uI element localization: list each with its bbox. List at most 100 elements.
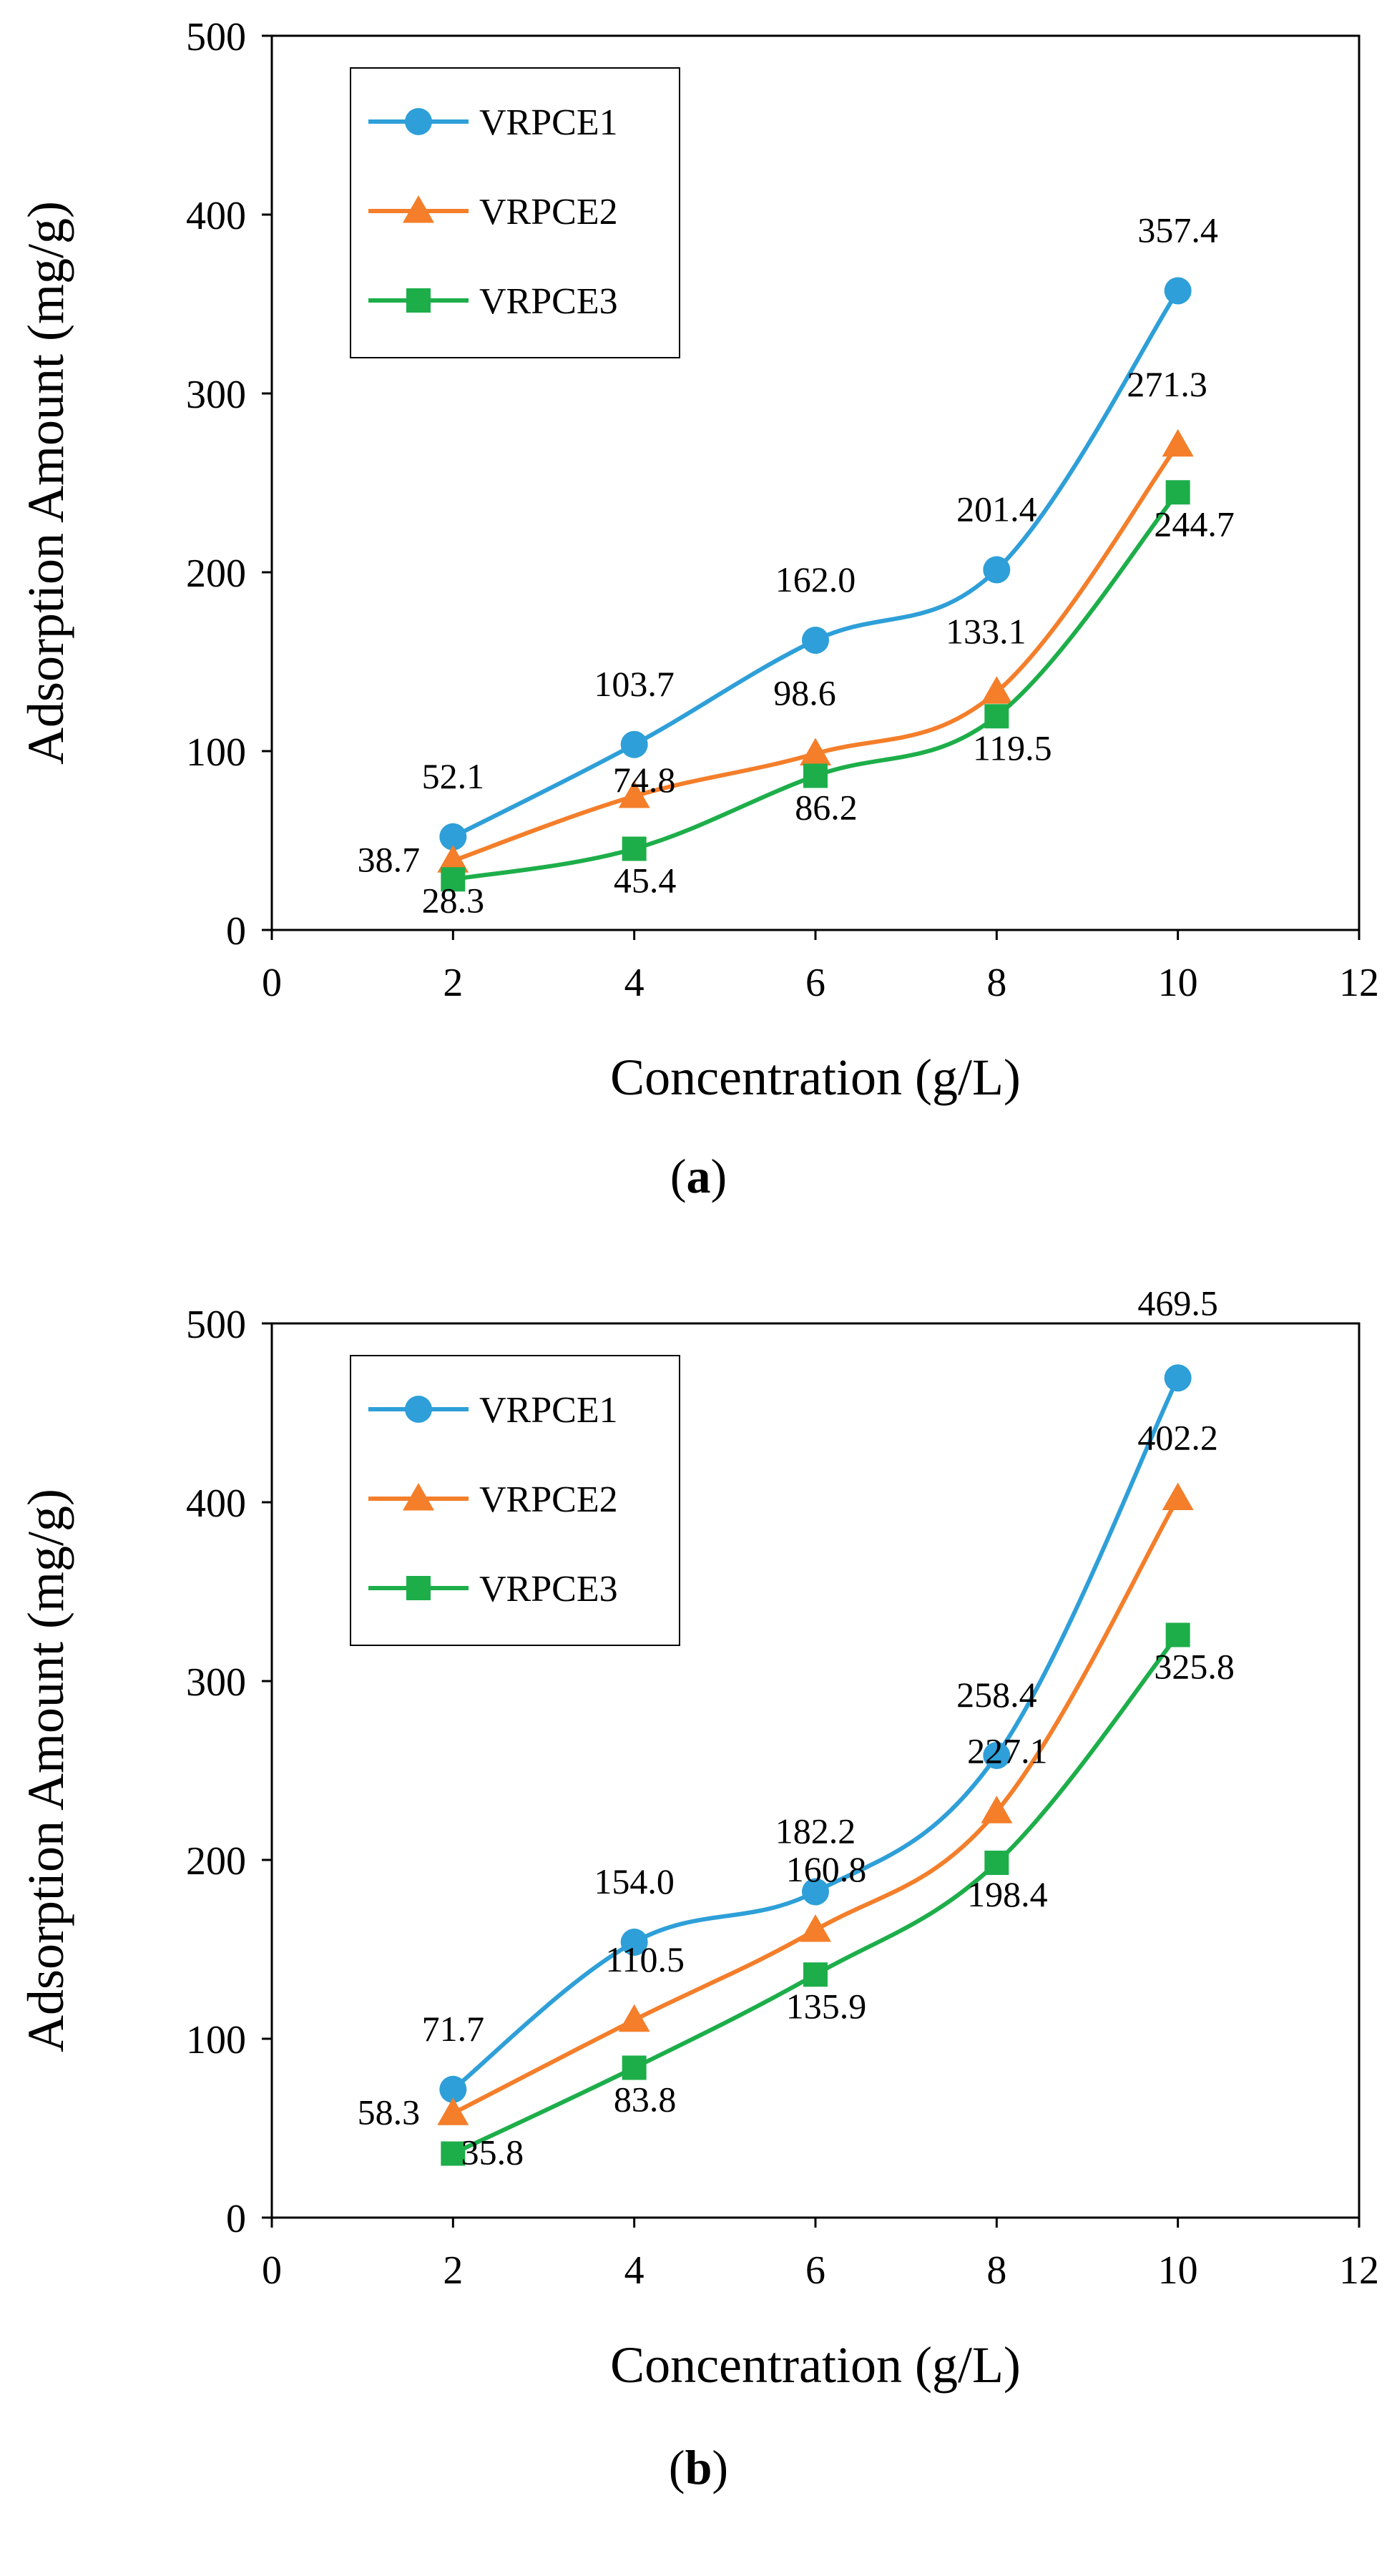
data-point-VRPCE3 [1165, 480, 1190, 505]
y-tick-label: 500 [186, 1303, 246, 1347]
data-label-VRPCE2: 271.3 [1127, 364, 1207, 404]
data-label-VRPCE1: 103.7 [594, 664, 675, 704]
legend-marker-VRPCE1 [405, 108, 432, 135]
y-tick-label: 200 [186, 552, 246, 596]
series-VRPCE1 [439, 277, 1192, 851]
data-label-VRPCE1: 258.4 [956, 1675, 1037, 1715]
data-point-VRPCE1 [1164, 277, 1192, 305]
data-label-VRPCE1: 162.0 [775, 559, 856, 599]
data-label-VRPCE2: 98.6 [773, 673, 836, 713]
data-label-VRPCE3: 135.9 [786, 1986, 867, 2026]
data-point-VRPCE2 [618, 2004, 650, 2032]
data-label-VRPCE2: 110.5 [605, 1939, 685, 1979]
data-point-VRPCE1 [802, 627, 829, 654]
data-point-VRPCE2 [1162, 1482, 1194, 1510]
x-tick-label: 8 [986, 961, 1006, 1005]
data-point-VRPCE2 [800, 1914, 831, 1942]
data-label-VRPCE1: 52.1 [422, 756, 485, 796]
data-point-VRPCE1 [1164, 1364, 1192, 1392]
chart-a: 0 100 200 300 400 500 0 2 4 6 8 10 12 Concentration (… [17, 15, 1379, 1106]
x-tick-label: 0 [262, 961, 282, 1005]
series-line-VRPCE1 [451, 1376, 1180, 2092]
y-tick-label: 300 [186, 373, 246, 417]
data-label-VRPCE2: 74.8 [613, 760, 676, 800]
x-tick-label: 10 [1158, 961, 1198, 1005]
series-line-VRPCE2 [451, 1497, 1180, 2115]
x-tick-label: 4 [624, 2248, 644, 2293]
data-point-VRPCE2 [981, 1796, 1013, 1823]
data-label-VRPCE2: 38.7 [358, 839, 421, 879]
y-tick-label: 100 [186, 2018, 246, 2062]
legend-label-VRPCE3: VRPCE3 [479, 1569, 618, 1610]
chart-b: 0 100 200 300 400 500 0 2 4 6 8 10 12 Concentration (… [17, 1288, 1379, 2394]
data-label-VRPCE3: 86.2 [795, 788, 858, 828]
data-point-VRPCE2 [618, 780, 650, 808]
x-tick-label: 6 [805, 961, 825, 1005]
series-line-VRPCE2 [452, 443, 1180, 863]
y-tick-label: 300 [186, 1660, 246, 1705]
x-tick-label: 4 [624, 961, 644, 1005]
x-tick-label: 8 [986, 2248, 1006, 2293]
data-point-VRPCE3 [803, 763, 828, 788]
data-label-VRPCE1: 201.4 [956, 489, 1037, 529]
data-label-VRPCE1: 154.0 [594, 1861, 675, 1901]
data-point-VRPCE2 [1162, 428, 1194, 457]
legend-marker-VRPCE3 [406, 1576, 431, 1600]
data-label-VRPCE2: 227.1 [967, 1730, 1048, 1771]
x-tick-label: 6 [805, 2248, 825, 2293]
x-axis-title: Concentration (g/L) [610, 1049, 1021, 1106]
legend-label-VRPCE2: VRPCE2 [479, 1479, 618, 1520]
data-point-VRPCE1 [439, 2075, 467, 2103]
x-tick-label: 2 [443, 2248, 463, 2293]
data-label-VRPCE1: 357.4 [1137, 210, 1218, 250]
y-tick-label: 0 [226, 2197, 246, 2241]
data-point-VRPCE1 [802, 1878, 829, 1906]
data-label-VRPCE2: 160.8 [786, 1849, 867, 1889]
x-tick-label: 12 [1339, 961, 1379, 1005]
series-line-VRPCE3 [452, 1633, 1180, 2156]
data-point-VRPCE2 [437, 2097, 469, 2125]
y-tick-label: 200 [186, 1839, 246, 1884]
data-point-VRPCE2 [437, 845, 469, 873]
x-axis-title: Concentration (g/L) [610, 2336, 1021, 2394]
series-VRPCE3 [441, 480, 1190, 892]
series-VRPCE3 [441, 1622, 1190, 2166]
x-tick-label: 2 [443, 961, 463, 1005]
y-axis-title: Adsorption Amount (mg/g) [17, 1489, 74, 2052]
series-VRPCE1 [439, 1364, 1192, 2103]
data-label-VRPCE2: 133.1 [946, 611, 1026, 651]
data-point-VRPCE2 [800, 738, 831, 765]
y-tick-label: 0 [226, 909, 246, 954]
data-label-VRPCE2: 402.2 [1137, 1418, 1218, 1458]
legend-marker-VRPCE3 [406, 288, 431, 313]
data-point-VRPCE1 [983, 556, 1011, 584]
data-label-VRPCE1: 469.5 [1137, 1288, 1218, 1323]
data-label-VRPCE3: 198.4 [967, 1874, 1048, 1914]
data-point-VRPCE3 [1165, 1622, 1190, 1647]
data-label-VRPCE1: 71.7 [422, 2009, 485, 2049]
legend: VRPCE1 VRPCE2 VRPCE3 [350, 1355, 680, 1646]
data-label-VRPCE3: 45.4 [614, 861, 677, 901]
data-label-VRPCE1: 182.2 [775, 1811, 856, 1851]
data-label-VRPCE3: 35.8 [461, 2132, 524, 2173]
series-line-VRPCE1 [451, 289, 1180, 839]
data-label-VRPCE3: 244.7 [1154, 504, 1235, 544]
legend-label-VRPCE1: VRPCE1 [479, 102, 618, 143]
data-point-VRPCE1 [620, 730, 648, 758]
data-point-VRPCE1 [439, 823, 467, 851]
data-label-VRPCE2: 58.3 [358, 2092, 421, 2132]
series-VRPCE2 [437, 428, 1194, 873]
x-tick-label: 12 [1339, 2248, 1379, 2293]
data-point-VRPCE1 [620, 1929, 648, 1956]
y-axis-title: Adsorption Amount (mg/g) [17, 201, 74, 765]
data-point-VRPCE3 [441, 867, 466, 892]
data-label-VRPCE3: 83.8 [614, 2080, 677, 2120]
x-tick-label: 0 [262, 2248, 282, 2293]
data-point-VRPCE2 [981, 676, 1013, 704]
data-point-VRPCE3 [622, 836, 647, 861]
data-point-VRPCE3 [984, 704, 1009, 729]
y-tick-label: 400 [186, 1482, 246, 1526]
y-tick-label: 100 [186, 730, 246, 775]
data-label-VRPCE3: 119.5 [973, 728, 1052, 768]
series-VRPCE2 [437, 1482, 1194, 2125]
